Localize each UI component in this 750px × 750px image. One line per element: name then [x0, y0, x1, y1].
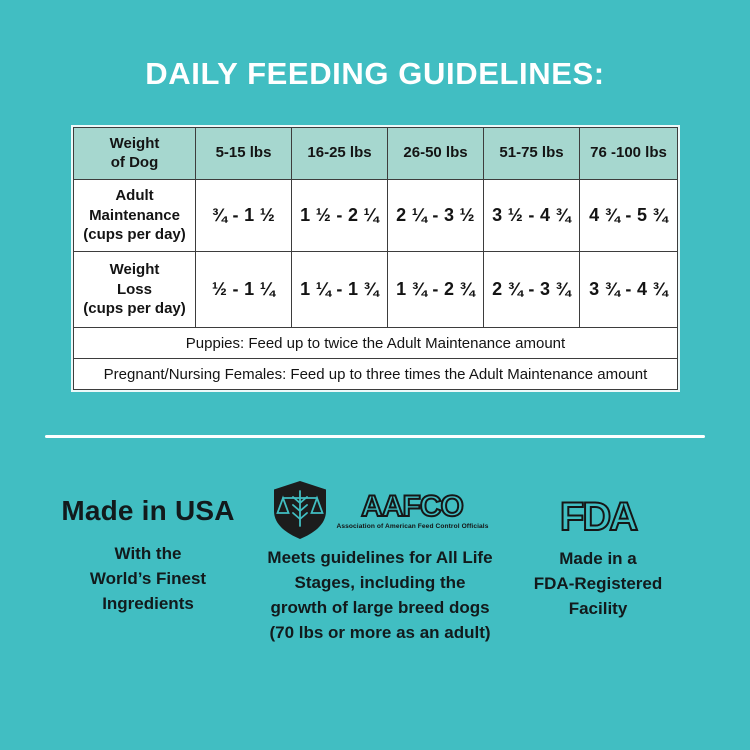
aafco-tagline: Association of American Feed Control Off…: [336, 523, 489, 530]
row-label-adult-maintenance: Adult Maintenance (cups per day): [73, 179, 196, 252]
value-cell: ¾ - 1 ½: [195, 179, 292, 252]
col-header-76-100: 76 -100 lbs: [579, 127, 678, 180]
value-cell: 1 ¼ - 1 ¾: [291, 251, 388, 328]
col-header-5-15: 5-15 lbs: [195, 127, 292, 180]
aafco-shield-icon: [274, 481, 327, 539]
row-label-weight-loss: Weight Loss (cups per day): [73, 251, 196, 328]
made-in-usa-badge: Made in USA With the World’s Finest Ingr…: [38, 495, 258, 616]
value-cell: 1 ¾ - 2 ¾: [387, 251, 484, 328]
fda-logo: FDA: [523, 492, 673, 542]
made-in-usa-body: With the World’s Finest Ingredients: [89, 544, 207, 613]
aafco-wordmark-icon: AAFCO: [361, 490, 466, 522]
col-header-51-75: 51-75 lbs: [483, 127, 580, 180]
fda-body: Made in a FDA-Registered Facility: [533, 549, 663, 618]
note-puppies: Puppies: Feed up to twice the Adult Main…: [73, 327, 678, 359]
note-pregnant-nursing: Pregnant/Nursing Females: Feed up to thr…: [73, 358, 678, 390]
aafco-badge: AAFCO Association of American Feed Contr…: [248, 479, 512, 645]
section-divider: [45, 435, 705, 438]
value-cell: 2 ¾ - 3 ¾: [483, 251, 580, 328]
value-cell: ½ - 1 ¼: [195, 251, 292, 328]
col-header-26-50: 26-50 lbs: [387, 127, 484, 180]
aafco-logo: AAFCO Association of American Feed Contr…: [248, 479, 512, 541]
value-cell: 1 ½ - 2 ¼: [291, 179, 388, 252]
made-in-usa-title: Made in USA: [61, 495, 235, 526]
aafco-body: Meets guidelines for All Life Stages, in…: [267, 548, 493, 642]
value-cell: 2 ¼ - 3 ½: [387, 179, 484, 252]
table-header-row: Weight of Dog 5-15 lbs 16-25 lbs 26-50 l…: [73, 127, 678, 180]
value-cell: 3 ½ - 4 ¾: [483, 179, 580, 252]
value-cell: 3 ¾ - 4 ¾: [579, 251, 678, 328]
page-title: DAILY FEEDING GUIDELINES:: [145, 56, 605, 91]
fda-wordmark-icon: FDA: [559, 494, 640, 540]
feeding-table: Weight of Dog 5-15 lbs 16-25 lbs 26-50 l…: [71, 125, 680, 392]
fda-badge: FDA Made in a FDA-Registered Facility: [523, 492, 673, 621]
table-row-weight-loss: Weight Loss (cups per day) ½ - 1 ¼ 1 ¼ -…: [73, 251, 678, 328]
aafco-wordmark-text: AAFCO: [362, 490, 464, 522]
value-cell: 4 ¾ - 5 ¾: [579, 179, 678, 252]
fda-wordmark-text: FDA: [560, 495, 637, 539]
table-note-pregnant: Pregnant/Nursing Females: Feed up to thr…: [73, 358, 678, 390]
col-header-weight-of-dog: Weight of Dog: [73, 127, 196, 180]
table-note-puppies: Puppies: Feed up to twice the Adult Main…: [73, 327, 678, 359]
table-row-adult-maintenance: Adult Maintenance (cups per day) ¾ - 1 ½…: [73, 179, 678, 252]
col-header-16-25: 16-25 lbs: [291, 127, 388, 180]
